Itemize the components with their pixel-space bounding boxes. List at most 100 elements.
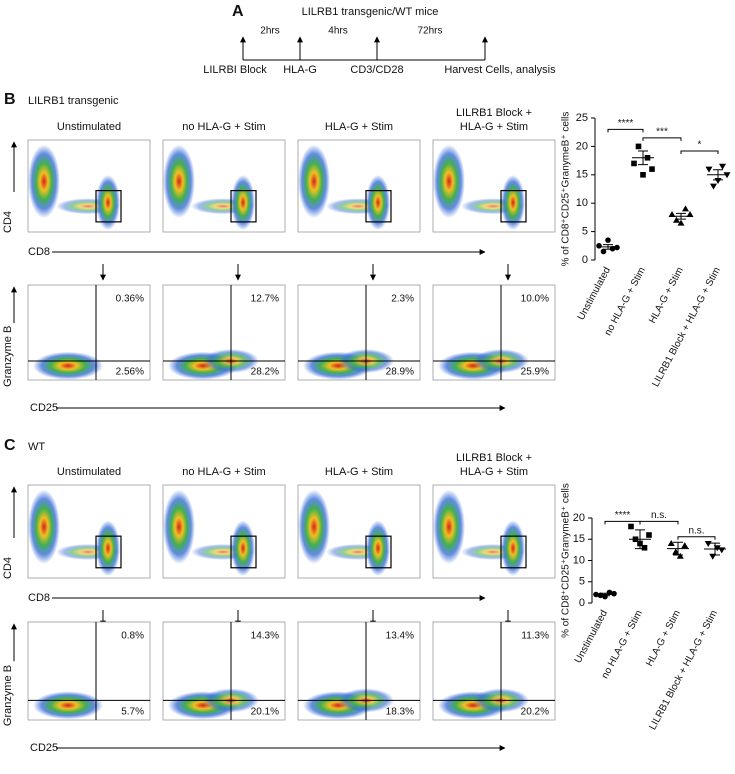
- panel-letter: C: [4, 437, 16, 454]
- column-title: LILRB1 Block +: [456, 107, 532, 119]
- column-title: Unstimulated: [57, 121, 121, 133]
- point: [686, 211, 694, 218]
- error-bar: [635, 529, 645, 550]
- y-tick-label: 5: [582, 226, 588, 238]
- significance-label: n.s.: [651, 510, 667, 521]
- point: [704, 541, 712, 547]
- y-tick-label: 0: [582, 254, 588, 266]
- population: [96, 520, 120, 577]
- error-bar: [713, 169, 723, 181]
- y-axis-label: % of CD8⁺CD25⁺GranymeB⁺ cells: [561, 112, 572, 267]
- point: [718, 547, 726, 554]
- point: [605, 237, 611, 243]
- gate: [365, 535, 392, 569]
- population: [298, 144, 330, 219]
- column-title: HLA-G + Stim: [460, 121, 528, 133]
- gate: [365, 190, 392, 223]
- percentage: 11.3%: [521, 631, 549, 642]
- population: [298, 489, 330, 565]
- axis-label: CD25: [30, 402, 58, 414]
- interval-label: 72hrs: [417, 26, 442, 37]
- percentage: 18.3%: [386, 707, 414, 718]
- gate: [230, 190, 257, 223]
- column-title: Unstimulated: [57, 466, 121, 478]
- population: [33, 351, 103, 380]
- y-tick-label: 10: [576, 197, 588, 209]
- population: [366, 174, 390, 231]
- axis-label: CD8: [28, 592, 50, 604]
- y-axis-label: % of CD8⁺CD25⁺GranymeB⁺ cells: [561, 483, 572, 638]
- column-title: no HLA-G + Stim: [182, 121, 265, 133]
- point: [668, 211, 676, 218]
- y-tick-label: 20: [576, 140, 588, 152]
- error-bar: [710, 542, 720, 556]
- point: [631, 160, 637, 167]
- y-tick-label: 15: [576, 169, 588, 181]
- percentage: 5.7%: [121, 707, 144, 718]
- y-tick-label: 25: [576, 112, 588, 124]
- percentage: 0.8%: [121, 631, 144, 642]
- panel-subtitle: LILRB1 transgenic: [28, 95, 119, 107]
- population: [28, 489, 60, 565]
- percentage: 2.56%: [116, 367, 144, 378]
- column-title: HLA-G + Stim: [460, 466, 528, 478]
- interval-label: 2hrs: [260, 26, 279, 37]
- point: [682, 205, 689, 212]
- point: [710, 183, 717, 190]
- y-tick-label: 5: [579, 576, 585, 588]
- gate: [95, 190, 122, 223]
- significance-label: ****: [618, 118, 634, 129]
- error-bar: [603, 244, 613, 250]
- axis-label: CD8: [28, 246, 50, 258]
- population: [163, 489, 195, 565]
- population: [231, 520, 255, 577]
- column-title: HLA-G + Stim: [325, 466, 393, 478]
- x-tick-label: Unstimulated: [573, 608, 610, 665]
- axis-label: Granzyme B: [2, 665, 14, 726]
- point: [614, 244, 620, 251]
- population: [433, 489, 465, 565]
- percentage: 14.3%: [251, 631, 279, 642]
- point: [606, 589, 613, 596]
- significance-label: *: [698, 140, 702, 151]
- population: [433, 144, 465, 219]
- point: [635, 143, 642, 150]
- x-tick-label: LILRB1 Block + HLA-G + Stim: [650, 265, 723, 388]
- percentage: 0.36%: [116, 294, 144, 305]
- column-title: LILRB1 Block +: [456, 452, 532, 464]
- population: [96, 174, 120, 231]
- point: [705, 166, 713, 173]
- column-title: HLA-G + Stim: [325, 121, 393, 133]
- percentage: 20.1%: [251, 707, 279, 718]
- point: [646, 532, 652, 538]
- percentage: 10.0%: [521, 294, 549, 305]
- percentage: 12.7%: [251, 294, 279, 305]
- y-tick-label: 10: [573, 554, 585, 566]
- error-bar: [673, 541, 683, 556]
- error-bar: [600, 592, 610, 597]
- significance-bracket: [680, 150, 719, 154]
- point: [600, 248, 607, 255]
- population: [366, 520, 390, 577]
- x-tick-label: HLA-G + Stim: [644, 608, 683, 668]
- point: [667, 540, 675, 546]
- population: [231, 174, 255, 231]
- significance-label: ***: [656, 127, 668, 138]
- column-title: no HLA-G + Stim: [182, 466, 265, 478]
- y-tick-label: 0: [579, 597, 585, 609]
- point: [641, 544, 648, 551]
- point: [628, 523, 634, 530]
- point: [602, 593, 608, 600]
- point: [596, 243, 602, 249]
- axis-label: CD25: [30, 742, 58, 754]
- significance-bracket: [677, 536, 716, 540]
- y-tick-label: 15: [573, 533, 585, 545]
- population: [28, 144, 60, 219]
- error-bar: [676, 212, 686, 220]
- gate: [500, 190, 527, 223]
- population: [501, 174, 525, 231]
- event-label: Harvest Cells, analysis: [444, 64, 556, 76]
- percentage: 13.4%: [386, 631, 414, 642]
- gate: [95, 535, 122, 569]
- x-tick-label: Unstimulated: [576, 265, 613, 322]
